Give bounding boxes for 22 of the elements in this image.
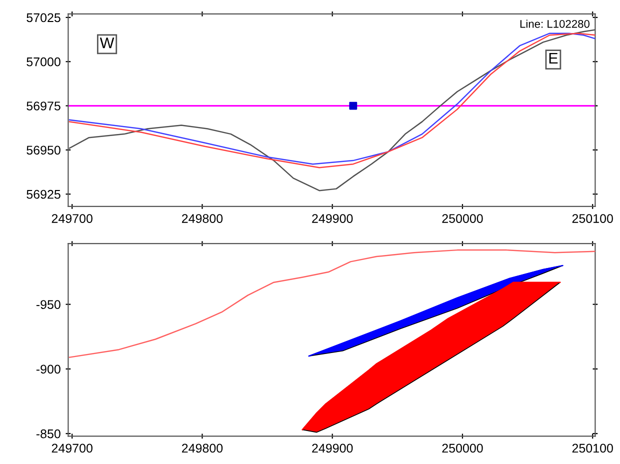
- y-tick-label: -900: [36, 364, 60, 374]
- x-tick-label: 249700: [52, 214, 92, 223]
- y-tick-label: -950: [36, 300, 60, 309]
- annotation: Line: L102280: [520, 20, 590, 28]
- x-tick-label: 250100: [572, 444, 613, 453]
- x-tick-label: 249700: [52, 444, 92, 453]
- x-tick-label: 249900: [312, 214, 353, 223]
- x-tick-label: 249800: [182, 214, 223, 223]
- y-tick-label: -850: [36, 429, 60, 438]
- y-tick-label: 57025: [26, 13, 60, 22]
- x-tick-label: 250000: [442, 444, 483, 453]
- annotation: W: [100, 38, 114, 48]
- y-tick-label: 57000: [26, 57, 60, 66]
- x-tick-label: 250000: [442, 214, 483, 223]
- line-series: [68, 249, 596, 358]
- y-tick-label: 56925: [26, 190, 60, 199]
- y-tick-label: 56950: [26, 146, 60, 155]
- y-tick-label: 56975: [26, 102, 60, 110]
- x-tick-label: 250100: [572, 214, 613, 223]
- annotation: E: [549, 52, 558, 64]
- x-tick-label: 249900: [312, 444, 353, 453]
- x-tick-label: 249800: [182, 444, 223, 453]
